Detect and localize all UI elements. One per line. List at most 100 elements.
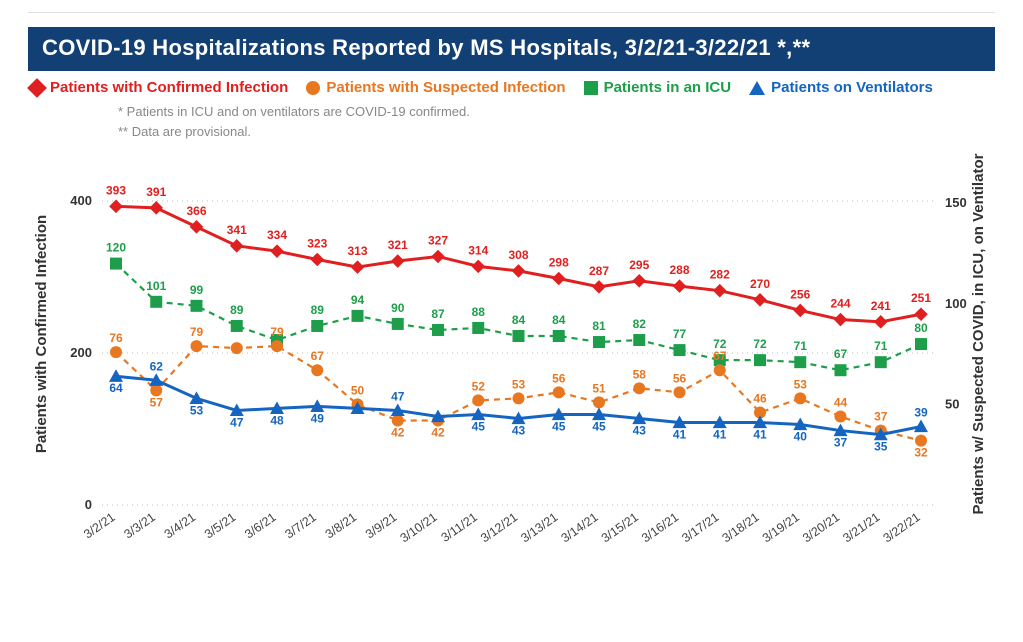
svg-text:89: 89 xyxy=(311,303,325,317)
svg-text:43: 43 xyxy=(633,423,647,437)
svg-text:42: 42 xyxy=(391,426,405,440)
svg-text:Patients w/ Suspected COVID, i: Patients w/ Suspected COVID, in ICU, on … xyxy=(970,153,987,514)
svg-text:40: 40 xyxy=(794,430,808,444)
svg-text:3/21/21: 3/21/21 xyxy=(840,510,882,545)
svg-text:391: 391 xyxy=(146,185,166,199)
svg-text:101: 101 xyxy=(146,279,166,293)
svg-text:52: 52 xyxy=(472,379,486,393)
legend: Patients with Confirmed Infection Patien… xyxy=(28,71,995,100)
svg-text:37: 37 xyxy=(874,410,888,424)
svg-text:100: 100 xyxy=(945,296,967,311)
circle-icon xyxy=(306,81,320,95)
svg-text:323: 323 xyxy=(307,237,327,251)
square-icon xyxy=(584,81,598,95)
svg-text:39: 39 xyxy=(914,406,928,420)
svg-text:56: 56 xyxy=(673,371,687,385)
svg-text:67: 67 xyxy=(713,349,727,363)
svg-text:82: 82 xyxy=(633,317,647,331)
footnotes: * Patients in ICU and on ventilators are… xyxy=(118,102,995,141)
svg-text:47: 47 xyxy=(230,415,244,429)
legend-item-suspected: Patients with Suspected Infection xyxy=(306,79,565,96)
svg-text:3/3/21: 3/3/21 xyxy=(121,510,158,541)
svg-text:41: 41 xyxy=(673,428,687,442)
svg-text:84: 84 xyxy=(552,313,566,327)
svg-text:3/15/21: 3/15/21 xyxy=(599,510,641,545)
svg-text:71: 71 xyxy=(874,339,888,353)
svg-text:334: 334 xyxy=(267,228,287,242)
legend-label-icu: Patients in an ICU xyxy=(604,79,732,96)
legend-item-confirmed: Patients with Confirmed Infection xyxy=(30,79,288,96)
svg-text:64: 64 xyxy=(109,381,123,395)
svg-text:120: 120 xyxy=(106,241,126,255)
legend-label-suspected: Patients with Suspected Infection xyxy=(326,79,565,96)
svg-text:3/13/21: 3/13/21 xyxy=(518,510,560,545)
svg-text:79: 79 xyxy=(270,325,284,339)
svg-text:251: 251 xyxy=(911,291,931,305)
svg-text:35: 35 xyxy=(874,440,888,454)
svg-text:Patients with Confirmed Infect: Patients with Confirmed Infection xyxy=(33,215,50,453)
svg-text:3/12/21: 3/12/21 xyxy=(478,510,520,545)
svg-text:282: 282 xyxy=(710,268,730,282)
svg-text:321: 321 xyxy=(388,238,408,252)
svg-text:51: 51 xyxy=(592,381,606,395)
svg-text:3/11/21: 3/11/21 xyxy=(439,510,480,545)
svg-text:72: 72 xyxy=(753,337,767,351)
svg-text:3/19/21: 3/19/21 xyxy=(760,510,802,545)
svg-text:241: 241 xyxy=(871,299,891,313)
svg-text:45: 45 xyxy=(592,419,606,433)
svg-text:71: 71 xyxy=(794,339,808,353)
svg-text:77: 77 xyxy=(673,327,687,341)
svg-text:288: 288 xyxy=(669,263,689,277)
svg-text:76: 76 xyxy=(109,331,123,345)
svg-text:3/8/21: 3/8/21 xyxy=(323,510,360,541)
svg-text:3/4/21: 3/4/21 xyxy=(162,510,199,541)
svg-text:46: 46 xyxy=(753,391,767,405)
chart-svg: 020040050100150Patients with Confirmed I… xyxy=(28,147,995,577)
svg-text:32: 32 xyxy=(914,446,928,460)
footnote-1: * Patients in ICU and on ventilators are… xyxy=(118,102,995,122)
svg-text:37: 37 xyxy=(834,436,848,450)
svg-text:58: 58 xyxy=(633,367,647,381)
svg-text:3/16/21: 3/16/21 xyxy=(639,510,681,545)
svg-text:3/10/21: 3/10/21 xyxy=(398,510,440,545)
svg-text:3/5/21: 3/5/21 xyxy=(202,510,239,541)
svg-text:47: 47 xyxy=(391,389,405,403)
legend-item-icu: Patients in an ICU xyxy=(584,79,732,96)
svg-text:90: 90 xyxy=(391,301,405,315)
svg-text:3/6/21: 3/6/21 xyxy=(242,510,279,541)
svg-text:50: 50 xyxy=(351,383,365,397)
svg-text:79: 79 xyxy=(190,325,204,339)
svg-text:42: 42 xyxy=(431,426,445,440)
svg-text:53: 53 xyxy=(512,377,526,391)
legend-item-vent: Patients on Ventilators xyxy=(749,79,933,96)
svg-text:49: 49 xyxy=(311,411,325,425)
chart-area: 020040050100150Patients with Confirmed I… xyxy=(28,147,995,577)
svg-text:67: 67 xyxy=(834,347,848,361)
svg-text:308: 308 xyxy=(508,248,528,262)
svg-text:150: 150 xyxy=(945,195,967,210)
svg-text:56: 56 xyxy=(552,371,566,385)
svg-text:200: 200 xyxy=(70,345,92,360)
svg-text:3/9/21: 3/9/21 xyxy=(363,510,400,541)
svg-text:256: 256 xyxy=(790,287,810,301)
svg-text:3/2/21: 3/2/21 xyxy=(81,510,118,541)
svg-text:45: 45 xyxy=(552,419,566,433)
svg-text:99: 99 xyxy=(190,283,204,297)
svg-text:89: 89 xyxy=(230,303,244,317)
diamond-icon xyxy=(27,78,47,98)
svg-text:88: 88 xyxy=(472,305,486,319)
svg-text:53: 53 xyxy=(794,377,808,391)
svg-text:94: 94 xyxy=(351,293,365,307)
svg-text:0: 0 xyxy=(85,497,92,512)
svg-text:298: 298 xyxy=(549,256,569,270)
svg-text:53: 53 xyxy=(190,403,204,417)
chart-title: COVID-19 Hospitalizations Reported by MS… xyxy=(28,27,995,71)
footnote-2: ** Data are provisional. xyxy=(118,122,995,142)
svg-text:393: 393 xyxy=(106,183,126,197)
svg-text:41: 41 xyxy=(713,428,727,442)
svg-text:314: 314 xyxy=(468,243,488,257)
svg-text:45: 45 xyxy=(472,419,486,433)
legend-label-vent: Patients on Ventilators xyxy=(771,79,933,96)
svg-text:3/22/21: 3/22/21 xyxy=(881,510,923,545)
svg-text:3/20/21: 3/20/21 xyxy=(800,510,842,545)
